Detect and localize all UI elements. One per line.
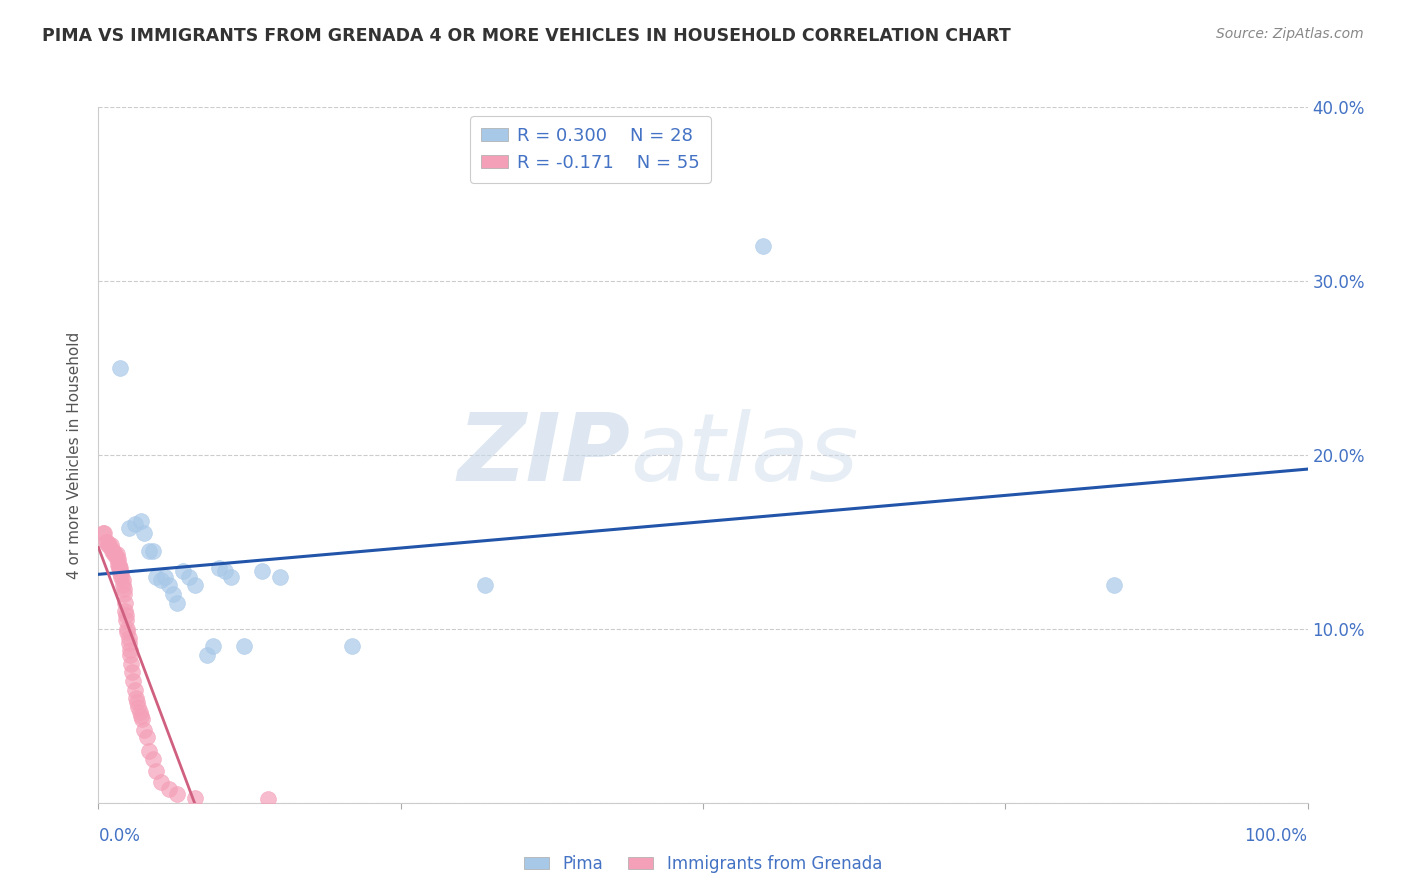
- Point: [105, 552, 128, 566]
- Point: [342, 639, 364, 653]
- Point: [103, 547, 125, 561]
- Point: [91, 526, 114, 541]
- Point: [129, 708, 152, 723]
- Point: [122, 674, 145, 689]
- Text: PIMA VS IMMIGRANTS FROM GRENADA 4 OR MORE VEHICLES IN HOUSEHOLD CORRELATION CHAR: PIMA VS IMMIGRANTS FROM GRENADA 4 OR MOR…: [42, 27, 1011, 45]
- Point: [114, 596, 136, 610]
- Point: [107, 558, 129, 572]
- Point: [153, 570, 176, 584]
- Point: [94, 534, 117, 549]
- Point: [110, 570, 132, 584]
- Point: [1102, 578, 1125, 592]
- Text: 100.0%: 100.0%: [1244, 827, 1308, 845]
- Point: [138, 744, 160, 758]
- Point: [128, 706, 150, 720]
- Point: [125, 691, 148, 706]
- Point: [172, 565, 194, 579]
- Point: [115, 607, 138, 622]
- Point: [134, 723, 156, 737]
- Point: [232, 639, 254, 653]
- Point: [150, 775, 173, 789]
- Legend: R = 0.300    N = 28, R = -0.171    N = 55: R = 0.300 N = 28, R = -0.171 N = 55: [470, 116, 710, 183]
- Point: [108, 558, 131, 572]
- Point: [138, 543, 160, 558]
- Point: [112, 587, 135, 601]
- Text: 0.0%: 0.0%: [98, 827, 141, 845]
- Point: [129, 514, 152, 528]
- Point: [195, 648, 218, 662]
- Point: [157, 578, 180, 592]
- Point: [108, 561, 131, 575]
- Point: [184, 578, 207, 592]
- Point: [104, 547, 127, 561]
- Text: atlas: atlas: [630, 409, 859, 500]
- Point: [100, 538, 122, 552]
- Point: [166, 787, 188, 801]
- Point: [752, 239, 775, 253]
- Point: [118, 642, 141, 657]
- Point: [101, 543, 124, 558]
- Point: [179, 570, 201, 584]
- Point: [118, 521, 141, 535]
- Point: [93, 526, 115, 541]
- Point: [184, 790, 207, 805]
- Point: [256, 792, 278, 806]
- Point: [111, 578, 134, 592]
- Point: [112, 582, 135, 596]
- Point: [98, 538, 121, 552]
- Point: [150, 573, 173, 587]
- Point: [117, 625, 139, 640]
- Point: [108, 561, 131, 575]
- Point: [142, 752, 165, 766]
- Point: [127, 695, 149, 709]
- Point: [97, 538, 120, 552]
- Point: [118, 631, 141, 645]
- Point: [118, 648, 141, 662]
- Point: [114, 605, 136, 619]
- Point: [121, 665, 143, 680]
- Point: [127, 700, 149, 714]
- Point: [110, 566, 132, 581]
- Point: [214, 565, 236, 579]
- Point: [208, 561, 231, 575]
- Point: [107, 552, 129, 566]
- Legend: Pima, Immigrants from Grenada: Pima, Immigrants from Grenada: [517, 848, 889, 880]
- Point: [162, 587, 184, 601]
- Point: [124, 517, 146, 532]
- Point: [120, 657, 142, 671]
- Text: ZIP: ZIP: [457, 409, 630, 501]
- Point: [221, 570, 243, 584]
- Point: [269, 570, 291, 584]
- Point: [474, 578, 496, 592]
- Point: [166, 596, 188, 610]
- Point: [118, 636, 141, 650]
- Point: [111, 573, 134, 587]
- Point: [124, 682, 146, 697]
- Point: [142, 543, 165, 558]
- Point: [105, 547, 128, 561]
- Y-axis label: 4 or more Vehicles in Household: 4 or more Vehicles in Household: [67, 331, 83, 579]
- Point: [108, 566, 131, 581]
- Point: [145, 764, 167, 779]
- Point: [145, 570, 167, 584]
- Point: [96, 534, 118, 549]
- Point: [100, 543, 122, 558]
- Point: [115, 613, 138, 627]
- Point: [108, 360, 131, 375]
- Point: [131, 712, 153, 726]
- Point: [202, 639, 225, 653]
- Point: [134, 526, 156, 541]
- Point: [117, 622, 139, 636]
- Text: Source: ZipAtlas.com: Source: ZipAtlas.com: [1216, 27, 1364, 41]
- Point: [135, 730, 157, 744]
- Point: [250, 565, 273, 579]
- Point: [157, 781, 180, 796]
